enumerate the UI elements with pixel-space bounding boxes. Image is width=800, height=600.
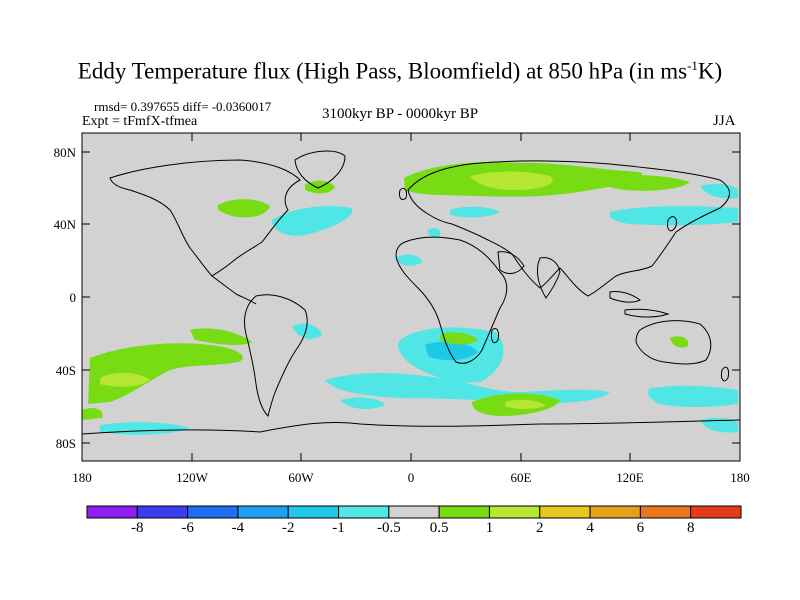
- field-namerica-positive: [217, 199, 270, 218]
- coast-greenland: [294, 150, 346, 189]
- colorbar-box: [690, 505, 742, 519]
- field-satlantic-negative-strong: [425, 341, 478, 361]
- coast-south-america: [243, 294, 308, 417]
- field-antarctic-positive: [82, 407, 103, 420]
- coast-north-america: [109, 159, 301, 277]
- lat-tick-label: 40S: [56, 363, 76, 378]
- colorbar-label: -4: [231, 520, 245, 536]
- colorbar-box: [287, 505, 340, 519]
- field-npacific-negative: [609, 206, 738, 226]
- lat-tick-label: 40N: [54, 217, 77, 232]
- coast-india: [537, 257, 561, 299]
- season-label: JJA: [713, 113, 736, 129]
- coastlines: [81, 150, 741, 435]
- lat-tick-label: 0: [70, 290, 77, 305]
- coast-japan: [667, 216, 677, 232]
- period-label: 3100kyr BP - 0000kyr BP: [321, 106, 479, 122]
- colorbar-label: 2: [536, 520, 544, 536]
- coast-eurasia: [407, 160, 730, 297]
- colorbar-label: -2: [281, 520, 295, 536]
- colorbar: [86, 505, 742, 519]
- colorbar-box: [589, 505, 641, 519]
- lon-tick-label: 120W: [176, 470, 209, 485]
- stats-label: rmsd= 0.397655 diff= -0.0360017: [94, 99, 272, 114]
- colorbar-label: -0.5: [376, 520, 401, 536]
- field-spacific-positive-strong: [100, 372, 150, 387]
- map-title: Eddy Temperature flux (High Pass, Bloomf…: [77, 58, 723, 84]
- colorbar-box: [438, 505, 490, 519]
- colorbar-label: -8: [131, 520, 144, 536]
- colorbar-box: [338, 505, 390, 519]
- coast-british-isles: [399, 187, 407, 201]
- colorbar-label: 0.5: [429, 520, 449, 536]
- field-tropical-negative-2: [292, 323, 322, 339]
- colorbar-label: -1: [332, 520, 345, 536]
- field-antarctic-negative-2: [700, 417, 738, 433]
- field-sindian-positive-strong: [505, 399, 545, 409]
- coast-africa: [395, 236, 508, 364]
- lon-tick-label: 60E: [511, 470, 532, 485]
- colorbar-box: [488, 505, 541, 519]
- field-southern-ocean-negative-2: [340, 397, 385, 410]
- colorbar-box: [539, 505, 591, 519]
- colorbar-box: [86, 505, 138, 519]
- experiment-label: Expt = tFmfX-tfmea: [82, 114, 198, 129]
- lon-tick-label: 180: [730, 470, 750, 485]
- coast-indonesia: [624, 308, 670, 318]
- colorbar-label: 6: [636, 520, 645, 536]
- field-eurasia-positive-strong: [470, 171, 553, 190]
- coast-se-asia: [609, 291, 641, 303]
- coast-australia: [635, 320, 712, 365]
- field-tropical-negative-1: [395, 254, 422, 266]
- colorbar-label: 8: [686, 520, 695, 536]
- field-mediterranean-negative: [428, 228, 441, 238]
- coast-madagascar: [491, 327, 499, 344]
- colorbar-label: -6: [181, 520, 194, 536]
- coast-antarctica: [81, 419, 741, 435]
- field-australia-positive: [670, 336, 689, 348]
- lat-tick-label: 80S: [56, 436, 76, 451]
- longitude-axis: 180 120W 60W 0 60E 120E 180: [72, 133, 750, 485]
- field-natlantic-negative: [272, 206, 353, 236]
- latitude-axis: 80N 40N 0 40S 80S: [54, 145, 740, 451]
- lat-tick-label: 80N: [54, 145, 77, 160]
- colorbar-label: 1: [485, 520, 494, 536]
- lon-tick-label: 60W: [288, 470, 314, 485]
- colorbar-box: [136, 505, 189, 519]
- colorbar-box: [237, 505, 289, 519]
- field-europe-negative: [450, 206, 500, 218]
- lon-tick-label: 120E: [616, 470, 644, 485]
- field-npacific-negative-2: [700, 183, 738, 199]
- lon-tick-label: 0: [408, 470, 415, 485]
- field-siberia-positive: [600, 175, 690, 191]
- field-spacific-positive-2: [190, 328, 252, 346]
- field-australia-negative: [648, 385, 738, 407]
- coast-new-zealand: [721, 366, 729, 382]
- colorbar-label: 4: [586, 520, 594, 536]
- coast-arabia: [497, 251, 525, 274]
- field-spacific-positive: [88, 343, 243, 404]
- colorbar-box: [388, 505, 440, 519]
- colorbar-box: [639, 505, 692, 519]
- colorbar-box: [187, 505, 239, 519]
- field-safrica-positive: [440, 332, 478, 345]
- contour-fields: [82, 162, 738, 435]
- lon-tick-label: 180: [72, 470, 92, 485]
